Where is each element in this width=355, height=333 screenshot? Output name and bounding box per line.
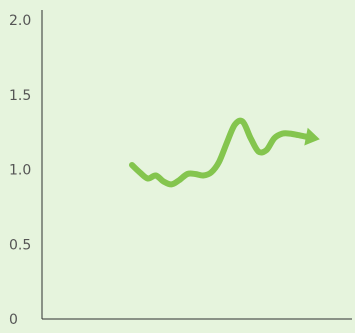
y-tick-label: 0: [9, 312, 18, 328]
y-tick-label: 2.0: [9, 13, 31, 29]
series-layer: [129, 117, 320, 188]
y-axis-ticks: 0 0.5 1.0 1.5 2.0: [9, 13, 31, 328]
y-tick-label: 1.5: [9, 88, 31, 104]
y-tick-label: 1.0: [9, 163, 31, 179]
y-tick-label: 0.5: [9, 237, 31, 253]
series-arrowhead: [304, 127, 320, 146]
axes: [41, 10, 352, 320]
series-line: [129, 117, 309, 188]
